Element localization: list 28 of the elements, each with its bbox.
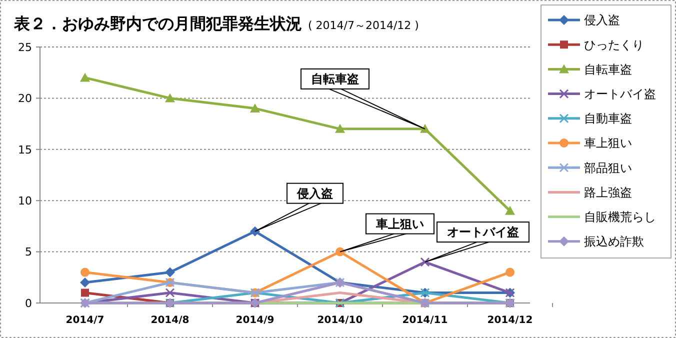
annotation: 侵入盗 — [296, 186, 333, 200]
chart-subtitle: ( 2014/7～2014/12 ) — [308, 19, 419, 32]
x-tick-label: 2014/12 — [487, 315, 533, 326]
x-tick-label: 2014/7 — [66, 315, 104, 326]
x-tick-label: 2014/10 — [317, 315, 363, 326]
y-tick-label: 5 — [25, 246, 32, 259]
y-tick-label: 0 — [25, 296, 32, 310]
y-tick-label: 20 — [18, 92, 32, 106]
legend-label: ひったくり — [584, 38, 644, 52]
x-tick-label: 2014/11 — [402, 315, 448, 326]
legend-label: 自転車盗 — [584, 62, 632, 76]
chart-title: 表２．おゆみ野内での月間犯罪発生状況 — [14, 14, 302, 33]
annotation: 自転車盗 — [311, 72, 359, 86]
legend-label: オートバイ盗 — [584, 87, 656, 101]
legend-label: 車上狙い — [584, 136, 632, 150]
legend-label: 部品狙い — [584, 160, 632, 175]
annotation: オートバイ盗 — [447, 225, 519, 240]
y-tick-label: 15 — [18, 143, 32, 156]
legend-label: 路上強盗 — [584, 185, 632, 200]
legend-label: 侵入盗 — [584, 13, 620, 28]
legend-label: 自動車盗 — [584, 112, 632, 126]
legend-label: 自販機荒らし — [584, 210, 656, 224]
x-tick-label: 2014/9 — [236, 315, 274, 326]
x-tick-label: 2014/8 — [150, 315, 190, 326]
annotation: 車上狙い — [375, 216, 424, 231]
y-tick-label: 10 — [18, 194, 32, 208]
y-tick-label: 25 — [18, 40, 32, 54]
legend-label: 振込め詐欺 — [584, 234, 644, 249]
